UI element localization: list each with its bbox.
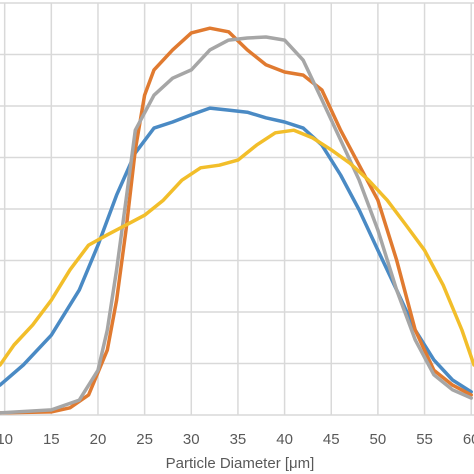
series-line: [0, 26, 473, 415]
series-line: [0, 106, 473, 394]
x-tick-label: 15: [43, 431, 60, 448]
x-tick-label: 30: [183, 431, 200, 448]
x-tick-label: 20: [90, 431, 107, 448]
series-line: [0, 128, 474, 367]
x-axis-label: Particle Diameter [μm]: [166, 455, 315, 472]
x-tick-label: 25: [136, 431, 153, 448]
x-tick-label: 40: [276, 431, 293, 448]
x-tick-label: 55: [416, 431, 433, 448]
x-tick-label: 60: [463, 431, 474, 448]
x-tick-label: 10: [0, 431, 13, 448]
x-tick-label: 35: [230, 431, 247, 448]
x-tick-label: 50: [370, 431, 387, 448]
x-tick-label: 45: [323, 431, 340, 448]
series-line: [0, 35, 473, 415]
